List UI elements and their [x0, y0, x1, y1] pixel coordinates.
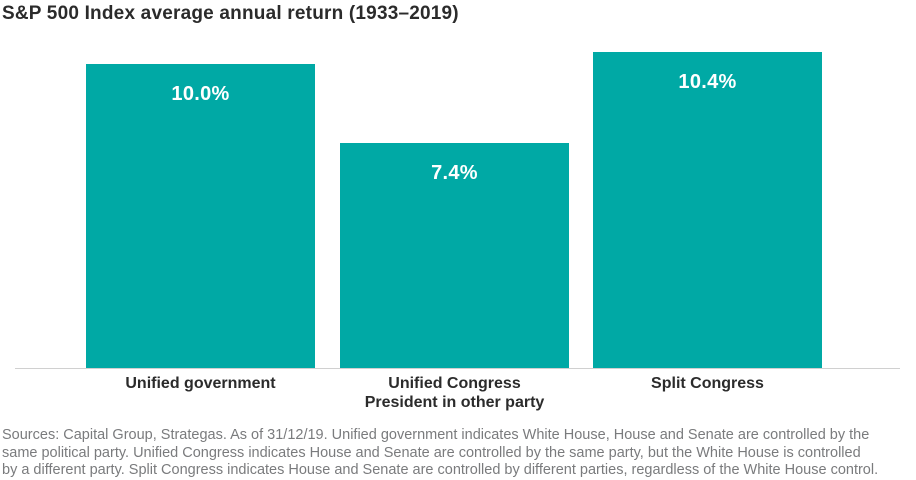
- footnote-line: same political party. Unified Congress i…: [2, 444, 861, 461]
- bar: 10.4%: [593, 52, 822, 368]
- category-label: Unified government: [86, 374, 315, 393]
- category-label-line: President in other party: [364, 394, 545, 411]
- footnote-line: Sources: Capital Group, Strategas. As of…: [2, 427, 870, 443]
- category-label: Unified Congress President in other party: [340, 374, 569, 412]
- bar-value-label: 10.4%: [678, 71, 737, 93]
- category-label: Split Congress: [593, 374, 822, 393]
- chart-area: 10.0% 7.4% 10.4% Unified government Unified…: [15, 52, 900, 412]
- footnote-line: by a different party. Split Congress ind…: [2, 462, 879, 478]
- page-title: S&P 500 Index average annual return (193…: [2, 3, 459, 24]
- bar: 10.0%: [86, 64, 315, 368]
- x-axis-line: [15, 368, 900, 369]
- bar: 7.4%: [340, 143, 569, 368]
- bar-value-label: 7.4%: [431, 162, 478, 184]
- category-label-line: Split Congress: [651, 375, 764, 392]
- footnote: Sources: Capital Group, Strategas. As of…: [2, 427, 878, 480]
- category-label-line: Unified government: [125, 375, 276, 392]
- bar-value-label: 10.0%: [171, 83, 230, 105]
- category-label-line: Unified Congress: [388, 375, 521, 392]
